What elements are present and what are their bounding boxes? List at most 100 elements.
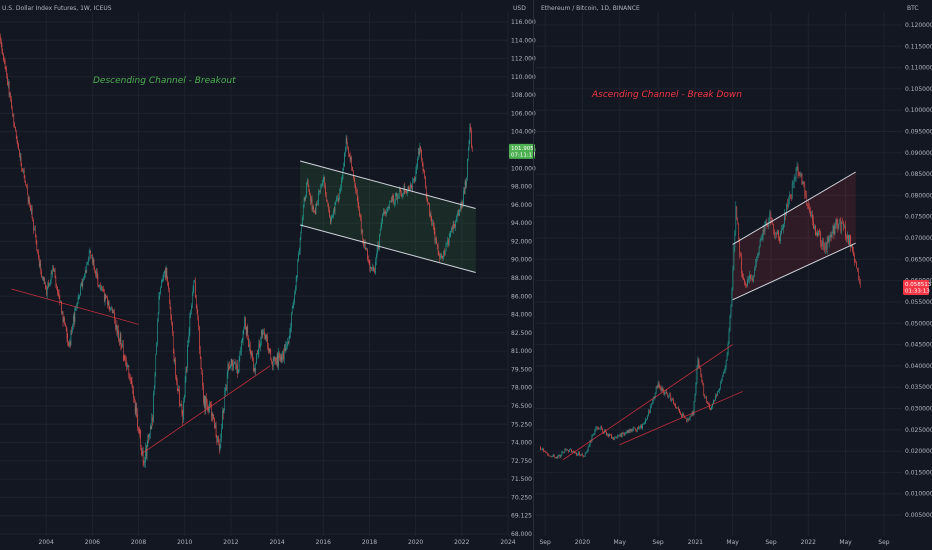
candle-body (542, 449, 543, 450)
candle-body (607, 434, 608, 436)
y-tick-label: 0.035000 (905, 384, 932, 391)
x-tick-label: 2016 (316, 539, 331, 546)
candle-body (639, 427, 640, 429)
y-tick-label: 79.500 (511, 366, 532, 373)
x-tick-label: 2006 (85, 539, 100, 546)
candle-body (565, 449, 567, 451)
candle-body (650, 405, 651, 413)
candle-body (689, 415, 691, 419)
candle-body (581, 454, 583, 456)
candle-body (805, 195, 807, 197)
candle-body (676, 407, 677, 409)
candle-body (684, 418, 686, 419)
candle-body (583, 455, 585, 457)
right-channel-upper-line[interactable] (732, 171, 856, 245)
candle-body (757, 253, 759, 257)
candle-body (842, 222, 844, 224)
candle-body (825, 242, 827, 250)
candle-body (557, 455, 559, 458)
x-tick-label: 2020 (575, 539, 590, 546)
left-channel-upper-line[interactable] (300, 160, 476, 209)
candle-body (741, 256, 742, 274)
candle-body (735, 206, 737, 232)
candle-body (789, 195, 791, 197)
candle-body (559, 455, 561, 458)
left-price-unit: USD (513, 5, 526, 12)
candle-body (767, 225, 769, 227)
candle-body (633, 427, 635, 430)
y-tick-label: 69.125 (511, 513, 532, 520)
y-tick-label: 92.000 (511, 238, 532, 245)
left-last-price-badge: 101.905 07:11:17 (509, 143, 536, 159)
candle-body (756, 256, 758, 259)
candle-body (635, 428, 637, 431)
trendline[interactable] (563, 344, 733, 460)
y-tick-label: 0.045000 (905, 342, 932, 349)
candle-body (712, 403, 713, 407)
candle-body (596, 427, 598, 429)
candle-body (696, 367, 698, 383)
candle-body (851, 244, 852, 247)
candle-body (638, 427, 639, 429)
y-tick-label: 88.000 (511, 275, 532, 282)
candle-body (812, 214, 813, 221)
candle-body (809, 207, 810, 212)
candle-body (691, 412, 693, 416)
x-tick-label: 2010 (177, 539, 192, 546)
candle-body (641, 425, 642, 429)
candle-body (839, 219, 841, 224)
candle-body (827, 236, 829, 243)
right-time-scale[interactable]: Sep 2020 May Sep 2021 May Sep 2022 May Sep (540, 539, 890, 546)
y-tick-label: 0.115000 (905, 43, 932, 50)
candle-body (796, 166, 798, 169)
left-candles (0, 33, 473, 468)
y-tick-label: 86.000 (511, 293, 532, 300)
candle-body (744, 279, 745, 284)
y-tick-label: 104.000 (511, 129, 536, 136)
y-tick-label: 110.000 (511, 74, 536, 81)
y-tick-label: 0.010000 (905, 491, 932, 498)
candle-body (728, 330, 730, 345)
candle-body (693, 401, 695, 415)
x-tick-label: Sep (540, 539, 552, 546)
right-channel-fill (732, 172, 856, 300)
candle-body (630, 428, 632, 432)
candle-body (617, 435, 619, 437)
candle-body (759, 239, 761, 247)
candle-body (651, 401, 653, 404)
left-grid (0, 12, 509, 536)
x-tick-label: 2008 (131, 539, 146, 546)
candle-body (580, 454, 581, 456)
candle-body (726, 354, 728, 361)
candle-body (811, 214, 812, 216)
candle-body (700, 368, 702, 376)
candle-body (814, 226, 815, 229)
left-channel-lower-line[interactable] (300, 224, 476, 273)
candle-body (566, 449, 568, 451)
candle-body (628, 429, 630, 433)
left-channel-fill (300, 160, 476, 273)
left-time-scale[interactable]: 2004 2006 2008 2010 2012 2014 2016 2018 2020 2022… (39, 539, 516, 546)
candle-body (742, 273, 743, 278)
y-tick-label: 82.500 (511, 330, 532, 337)
candle-body (723, 371, 725, 374)
left-panel: 116.000 114.000 112.000 110.000 108.000 106.0… (0, 5, 536, 546)
trendline[interactable] (619, 391, 743, 446)
candle-body (745, 283, 746, 286)
y-tick-label: 74.000 (511, 440, 532, 447)
y-tick-label: 76.500 (511, 403, 532, 410)
candle-body (581, 454, 582, 456)
y-tick-label: 114.000 (511, 37, 536, 44)
trendline[interactable] (140, 365, 271, 455)
left-price-scale[interactable]: 116.000 114.000 112.000 110.000 108.000 106.0… (511, 19, 536, 538)
candle-body (627, 430, 629, 433)
right-channel-lower-line[interactable] (732, 242, 856, 301)
trendline[interactable] (11, 288, 139, 325)
x-tick-label: May (613, 539, 626, 546)
candle-body (837, 224, 839, 229)
candle-body (608, 434, 609, 437)
x-tick-label: May (839, 539, 852, 546)
candle-body (727, 344, 729, 355)
candle-body (602, 429, 603, 433)
candle-body (750, 275, 751, 279)
